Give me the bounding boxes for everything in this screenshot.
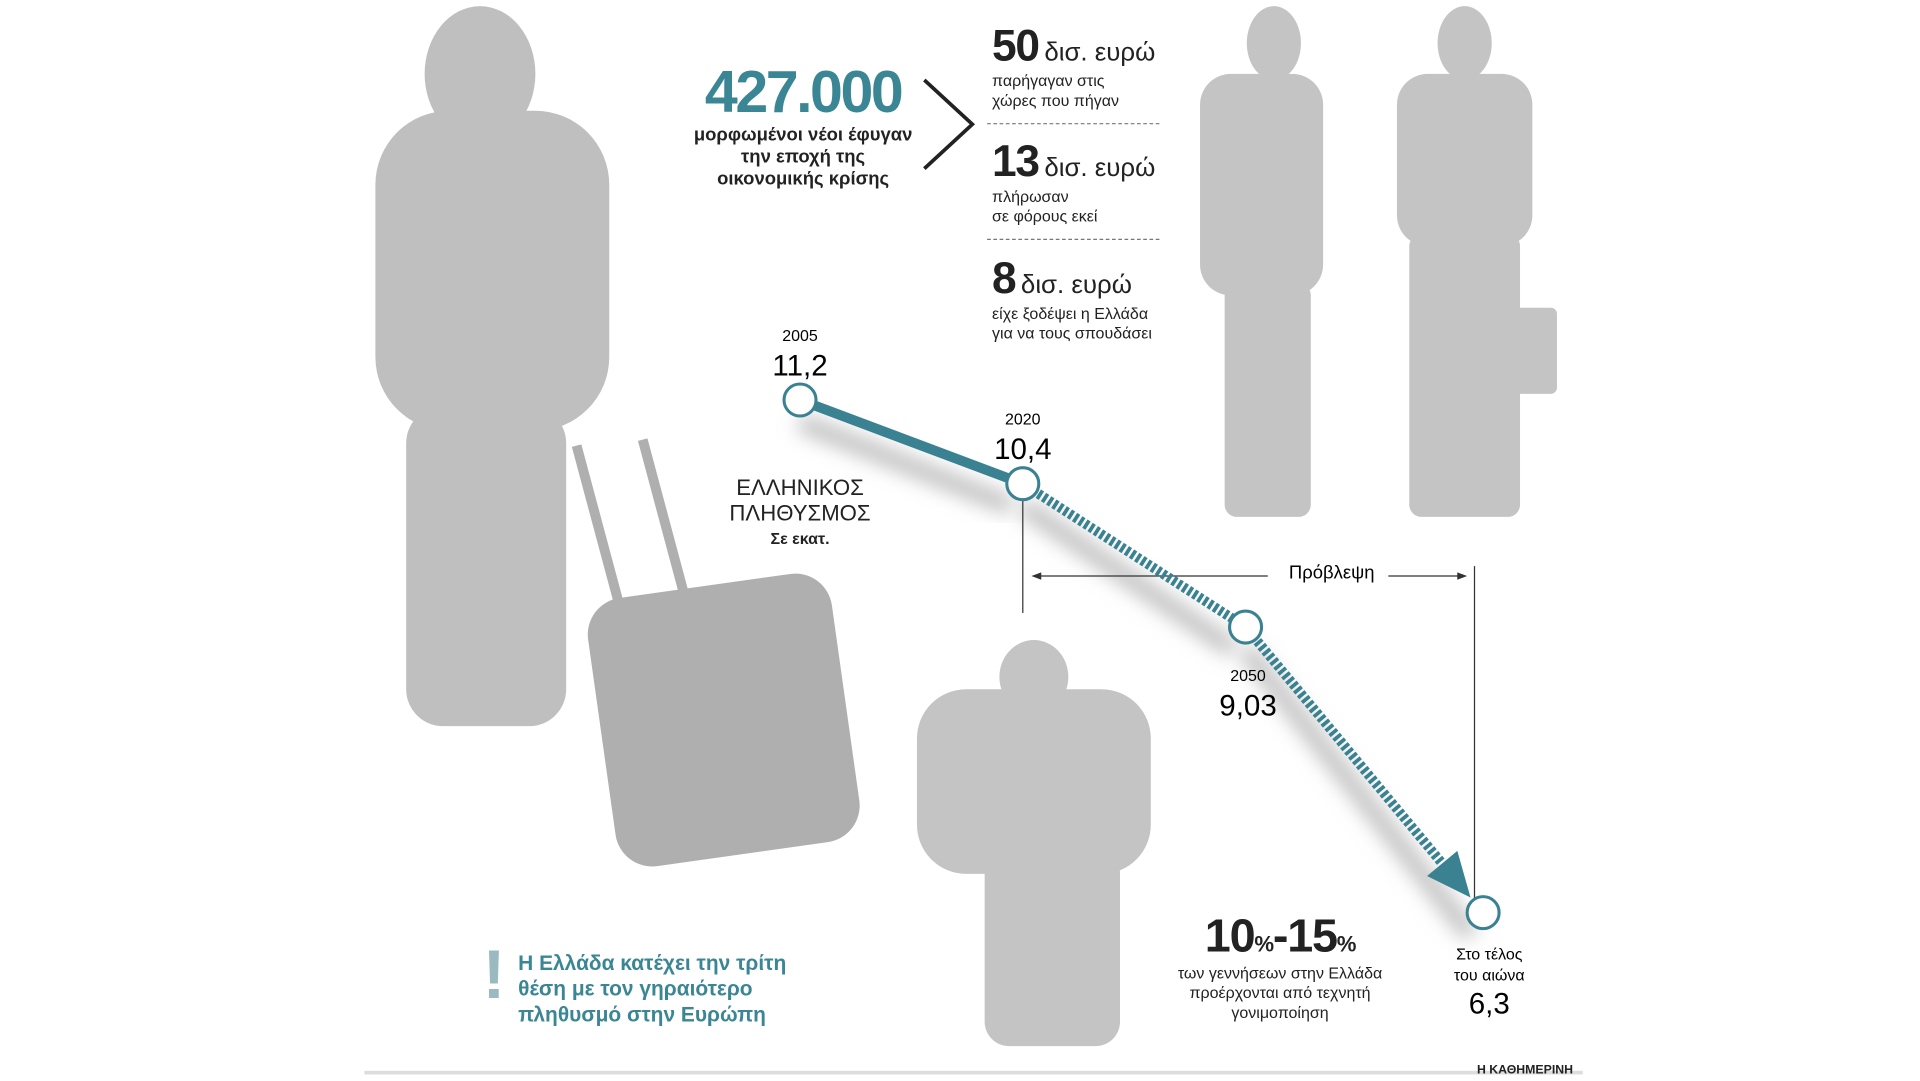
stat-desc-line: πλήρωσαν xyxy=(992,187,1069,206)
forecast-segment xyxy=(1020,479,1249,632)
fertility-range: 10%-15% xyxy=(1204,910,1357,963)
population-series xyxy=(782,382,1501,931)
suitcase-illustration xyxy=(571,438,860,867)
forecast-label: Πρόβλεψη xyxy=(1289,561,1375,582)
stat-desc-line: χώρες που πήγαν xyxy=(992,91,1119,110)
data-point-2005 xyxy=(782,382,818,418)
point-labels: 2005 11,2 2020 10,4 2050 9,03 Στο τέλος του αιώ… xyxy=(772,328,1524,1021)
stat-taxes: 13 δισ. ευρώ πλήρωσαν σε φόρους εκεί xyxy=(992,135,1156,226)
stat-desc-line: για να τους σπουδάσει xyxy=(992,323,1152,343)
emigrants-block: 427.000 μορφωμένοι νέοι έφυγαν την εποχή… xyxy=(689,59,917,191)
data-point-Στο-τέλος-του-αιώνα xyxy=(1465,895,1501,931)
value-label: 6,3 xyxy=(1469,988,1510,1021)
segment-shadow xyxy=(1238,643,1478,941)
chart-subtitle: Σε εκατ. xyxy=(770,529,830,548)
actual-segment xyxy=(798,395,1025,489)
data-point-2050 xyxy=(1228,609,1264,645)
year-label: 2050 xyxy=(1230,668,1266,685)
year-label: 2005 xyxy=(782,328,818,345)
stat-education-cost: 8 δισ. ευρώ είχε ξοδέψει η Ελλάδα για να… xyxy=(992,252,1152,343)
stat-desc-line: σε φόρους εκεί xyxy=(992,206,1098,226)
segment-shadow xyxy=(796,414,1014,514)
line-shadow xyxy=(796,414,1478,941)
publisher-credit: Η ΚΑΘΗΜΕΡΙΝΗ xyxy=(1476,1063,1574,1077)
value-label: 9,03 xyxy=(1219,690,1276,723)
year-label: 2020 xyxy=(1005,412,1041,429)
forecast-range-arrow xyxy=(1031,572,1468,580)
elderly-man-reading-illustration xyxy=(916,640,1151,1047)
chart-title: ΕΛΛΗΝΙΚΟΣ ΠΛΗΘΥΣΜΟΣ Σε εκατ. xyxy=(714,475,886,548)
value-label: 11,2 xyxy=(772,349,827,382)
footer-rule xyxy=(364,1070,1583,1075)
traveler-with-backpack-illustration xyxy=(375,6,610,727)
stat-desc-line: είχε ξοδέψει η Ελλάδα xyxy=(992,304,1149,323)
chevron-right-icon xyxy=(923,78,976,170)
emigrants-count: 427.000 xyxy=(704,60,904,126)
forecast-segment xyxy=(1241,623,1451,873)
emigrants-description: μορφωμένοι νέοι έφυγαν την εποχή της οικ… xyxy=(693,124,913,190)
aging-note: Η Ελλάδα κατέχει την τρίτη θέση με τον γ… xyxy=(518,951,787,1027)
fertility-block: 10%-15% των γεννήσεων στην Ελλάδα προέρχ… xyxy=(1163,911,1397,1023)
value-label: 10,4 xyxy=(994,433,1051,466)
segment-shadow xyxy=(1017,498,1239,657)
divider xyxy=(987,238,1160,241)
business-man-illustration xyxy=(1200,6,1324,517)
divider xyxy=(987,123,1160,125)
business-woman-illustration xyxy=(1396,6,1557,517)
stat-produced: 50 δισ. ευρώ παρήγαγαν στις χώρες που πή… xyxy=(992,19,1156,110)
data-point-2020 xyxy=(1005,466,1041,502)
x-label: του αιώνα xyxy=(1454,967,1525,984)
x-label: Στο τέλος xyxy=(1456,946,1523,963)
arrowhead xyxy=(1427,850,1471,898)
stat-desc-line: παρήγαγαν στις xyxy=(992,71,1105,90)
exclamation-icon: ! xyxy=(482,935,506,1013)
